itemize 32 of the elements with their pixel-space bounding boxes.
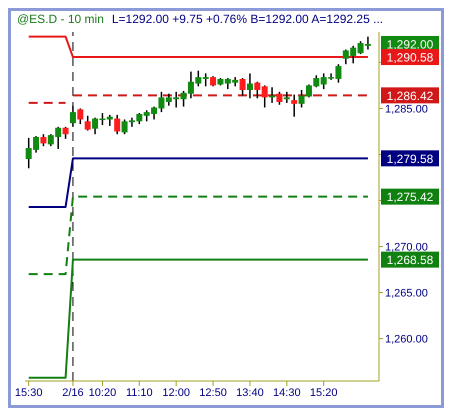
candlestick xyxy=(77,108,84,125)
candlestick xyxy=(276,91,282,106)
x-tick-label: 11:10 xyxy=(126,386,153,399)
candlestick xyxy=(240,77,246,96)
x-tick-label: 15:20 xyxy=(310,386,338,399)
candlestick xyxy=(210,75,216,88)
candlestick xyxy=(269,86,276,104)
y-tick-label: 1,270.00 xyxy=(385,241,428,254)
data-label: 1,290.58 xyxy=(386,50,434,65)
candlestick xyxy=(84,115,91,132)
candlestick xyxy=(40,133,46,147)
x-tick-label: 10:20 xyxy=(88,386,116,399)
text: 1,292.00 xyxy=(386,37,434,52)
candlestick xyxy=(114,114,120,135)
x-tick-label: 2/16 xyxy=(62,386,84,399)
candlestick xyxy=(62,126,69,140)
data-label: 1,275.42 xyxy=(386,190,434,204)
x-tick-label: 14:30 xyxy=(273,386,301,399)
chart-title: @ES.D - 10 min xyxy=(17,12,104,26)
chart-subtitle: L=1292.00 +9.75 +0.76% B=1292.00 A=1292.25 ... xyxy=(112,12,384,26)
x-tick-label: 12:50 xyxy=(199,386,227,399)
candlestick xyxy=(246,72,253,100)
data-label: 1,268.58 xyxy=(386,253,434,268)
candlestick xyxy=(291,94,298,118)
x-tick-label: 12:00 xyxy=(162,386,190,399)
y-tick-label: 1,260.00 xyxy=(385,334,428,346)
x-tick-label: 13:40 xyxy=(236,386,264,399)
x-tick-label: 15:30 xyxy=(14,386,42,399)
data-label: 1,286.42 xyxy=(386,88,434,103)
y-tick-label: 1,285.00 xyxy=(385,103,428,116)
data-label: 1,279.58 xyxy=(386,152,434,166)
y-tick-label: 1,265.00 xyxy=(385,288,428,300)
